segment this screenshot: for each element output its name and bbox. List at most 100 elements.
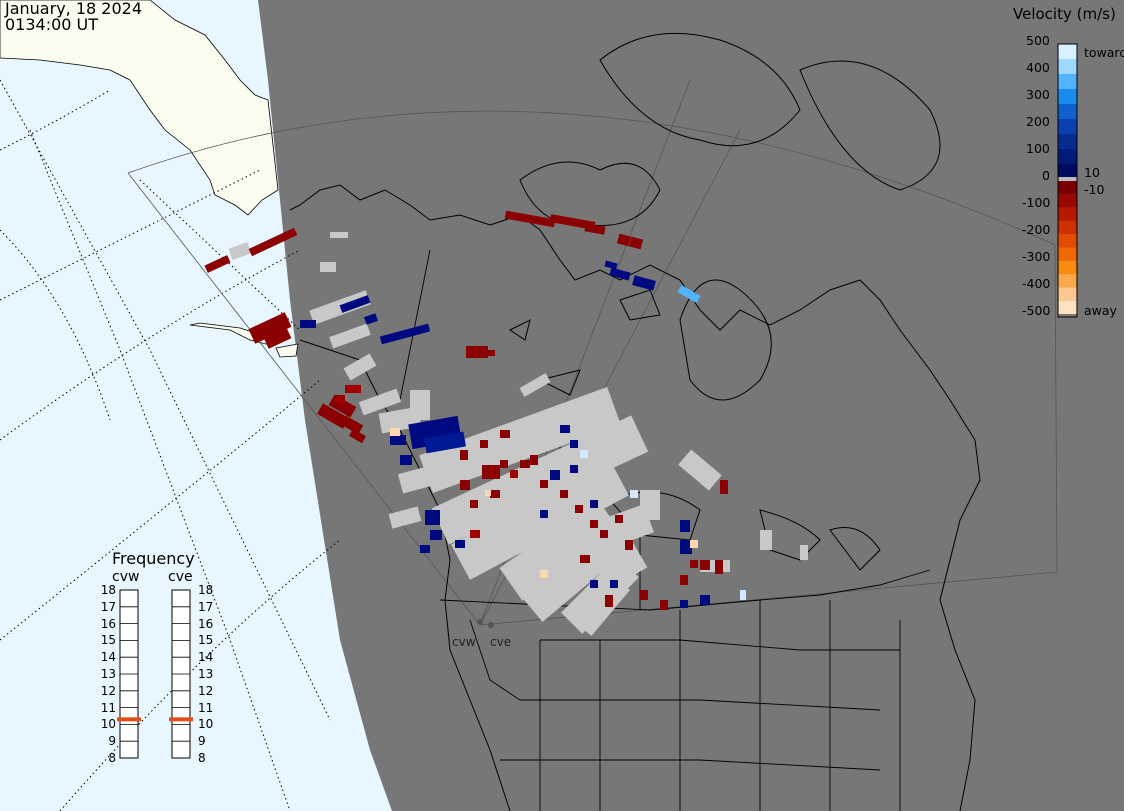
velocity-cell <box>397 466 433 494</box>
color-bar-segment <box>1058 149 1077 164</box>
minus10-label: -10 <box>1084 182 1105 197</box>
frequency-level-label: 15 <box>100 633 116 648</box>
velocity-cell <box>625 540 633 550</box>
color-bar-segment <box>1058 300 1077 314</box>
frequency-marker <box>169 717 193 722</box>
velocity-cell <box>569 572 631 636</box>
velocity-cell <box>480 440 488 448</box>
velocity-cell <box>470 530 480 538</box>
velocity-cell <box>590 500 598 508</box>
velocity-cell <box>349 428 366 444</box>
velocity-cell <box>540 510 548 518</box>
velocity-cell <box>632 275 656 291</box>
velocity-scale-title: Velocity (m/s) <box>1013 5 1116 23</box>
velocity-tick: -500 <box>1022 303 1051 318</box>
velocity-tick: -100 <box>1022 195 1051 210</box>
velocity-cell <box>549 214 596 230</box>
frequency-level-label: 10 <box>100 717 116 732</box>
velocity-cell <box>540 480 548 488</box>
velocity-cell <box>570 465 578 473</box>
velocity-cell <box>228 241 252 261</box>
velocity-cell <box>628 236 644 250</box>
velocity-cell <box>485 490 491 496</box>
velocity-cell <box>500 460 508 468</box>
velocity-cell <box>419 387 621 493</box>
velocity-cell <box>680 520 690 532</box>
velocity-cell <box>700 595 710 605</box>
velocity-cell <box>560 425 570 433</box>
velocity-tick: 300 <box>1026 87 1050 102</box>
color-bar-segment <box>1058 194 1077 208</box>
velocity-cell <box>700 560 710 570</box>
date-label: January, 18 2024 <box>5 0 142 18</box>
velocity-cell <box>390 435 406 445</box>
velocity-cell <box>390 428 400 436</box>
velocity-cell <box>590 580 598 588</box>
frequency-level-label: 17 <box>100 599 116 614</box>
velocity-cell <box>800 545 808 560</box>
grid-lines <box>0 79 341 811</box>
velocity-cell <box>570 440 578 448</box>
velocity-cell <box>519 373 551 397</box>
velocity-cell <box>640 590 648 600</box>
frequency-title: Frequency <box>112 549 195 568</box>
color-bar-segment <box>1058 74 1077 89</box>
velocity-cell <box>715 560 723 574</box>
velocity-tick: 500 <box>1026 33 1050 48</box>
frequency-level-label: 18 <box>100 583 116 597</box>
velocity-cell <box>590 520 598 528</box>
radar-site-cvw <box>477 619 483 625</box>
frequency-level-label: 8 <box>108 751 116 765</box>
velocity-cell <box>580 450 588 458</box>
velocity-cell <box>329 323 371 349</box>
color-bar-segment <box>1058 287 1077 301</box>
velocity-cell <box>720 480 728 494</box>
color-bar-outline <box>1057 43 1078 318</box>
velocity-cell <box>343 353 377 381</box>
velocity-cell <box>248 312 292 344</box>
velocity-cell <box>677 285 701 303</box>
velocity-cell <box>204 255 231 273</box>
frequency-level-label: 8 <box>198 751 206 765</box>
velocity-tick: 400 <box>1026 60 1050 75</box>
velocity-cell <box>760 530 772 550</box>
velocity-cell <box>678 449 722 491</box>
velocity-cells <box>204 210 808 636</box>
radar-name-cve: cve <box>168 569 193 585</box>
velocity-cell <box>320 262 336 272</box>
radar-name-cvw: cvw <box>112 569 140 585</box>
velocity-cell <box>485 350 495 356</box>
frequency-level-label: 10 <box>198 717 214 732</box>
velocity-cell <box>605 595 613 607</box>
color-bar-segment <box>1058 119 1077 134</box>
frequency-level-label: 18 <box>198 583 214 597</box>
velocity-cell <box>690 540 698 548</box>
velocity-cell <box>604 260 618 270</box>
velocity-cell <box>424 431 466 454</box>
velocity-cell <box>425 510 440 525</box>
velocity-cell <box>520 460 530 468</box>
color-bar-segment <box>1058 234 1077 248</box>
velocity-cell <box>451 460 629 580</box>
velocity-cell <box>340 415 364 435</box>
frequency-level-label: 14 <box>198 650 214 665</box>
velocity-cell <box>339 295 371 313</box>
velocity-tick: -300 <box>1022 249 1051 264</box>
frequency-level-label: 13 <box>198 667 214 681</box>
frequency-level-label: 9 <box>108 734 116 749</box>
color-bar-segment <box>1058 260 1077 275</box>
velocity-cell <box>379 323 431 345</box>
kodiak-island <box>275 343 299 358</box>
velocity-cell <box>540 430 560 445</box>
lit-land <box>0 0 279 216</box>
frequency-level-label: 11 <box>100 700 116 715</box>
velocity-cell <box>410 390 430 420</box>
color-bar-segment <box>1058 274 1077 288</box>
velocity-cell <box>330 232 348 238</box>
velocity-cell <box>616 233 632 247</box>
velocity-cell <box>609 267 631 281</box>
frequency-level-label: 16 <box>100 616 116 631</box>
color-bar-segment <box>1058 59 1077 74</box>
night-region <box>258 0 1124 811</box>
velocity-tick: -400 <box>1022 276 1051 291</box>
